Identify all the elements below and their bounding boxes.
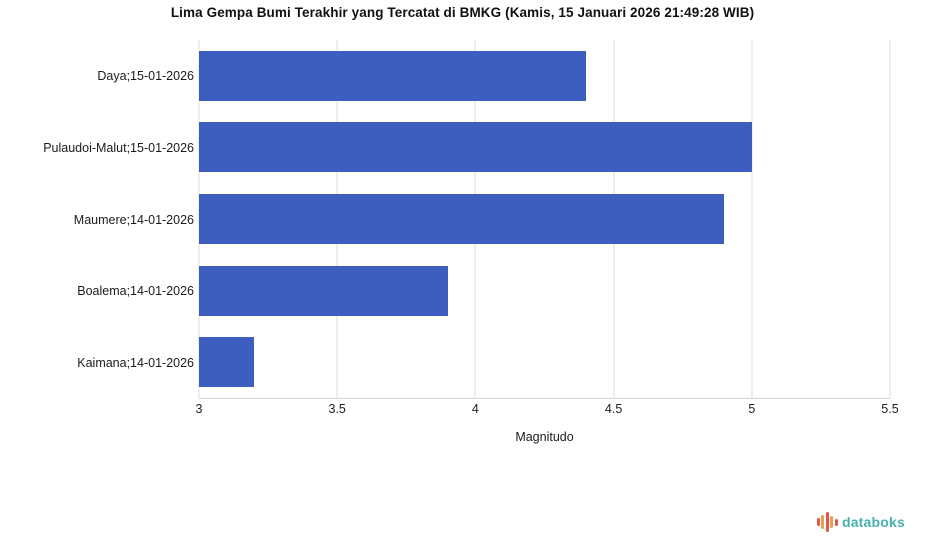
bar-boalema [199, 265, 448, 316]
bar-daya [199, 50, 586, 101]
brand-name: databoks [841, 514, 905, 530]
chart-title: Lima Gempa Bumi Terakhir yang Tercatat d… [170, 5, 755, 20]
databoks-logo: databoks [816, 511, 905, 533]
waveform-bars-icon [816, 511, 838, 533]
bar-maumere [199, 194, 725, 244]
gridline [889, 40, 891, 398]
category-label: Kaimana;14-01-2026 [77, 356, 194, 371]
x-tick-label: 4 [471, 402, 479, 416]
x-axis-tick-labels: 3 3.5 4 4.5 5 5.5 [195, 402, 899, 420]
x-tick-label: 3 [195, 402, 203, 416]
category-label: Maumere;14-01-2026 [73, 212, 194, 227]
bar-kaimana [199, 337, 255, 388]
x-tick-label: 4.5 [604, 402, 623, 416]
category-label: Pulaudoi-Malut;15-01-2026 [43, 140, 194, 155]
x-axis-title: Magnitudo [515, 430, 574, 444]
category-label: Boalema;14-01-2026 [77, 284, 194, 299]
x-tick-label: 5 [748, 402, 756, 416]
plot-area [198, 40, 891, 399]
bar-pulaudoi-malut [199, 122, 752, 173]
gridline [751, 40, 753, 398]
x-tick-label: 3.5 [328, 402, 346, 416]
y-axis-category-labels: Daya;15-01-2026 Pulaudoi-Malut;15-01-2026… [0, 40, 194, 399]
category-label: Daya;15-01-2026 [97, 68, 194, 83]
x-tick-label: 5.5 [881, 402, 899, 416]
